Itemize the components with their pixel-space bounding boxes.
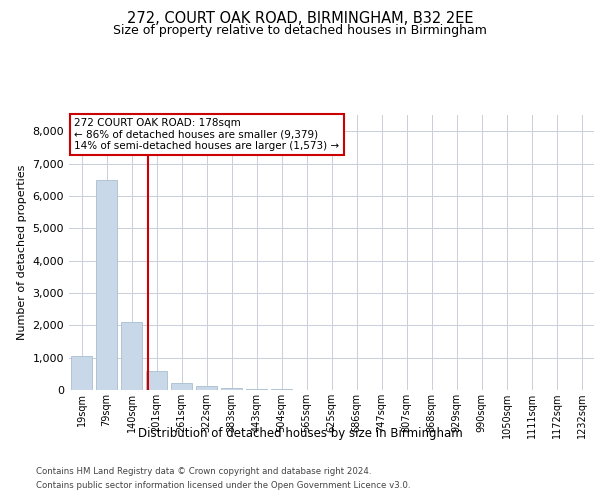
Text: Size of property relative to detached houses in Birmingham: Size of property relative to detached ho…	[113, 24, 487, 37]
Text: 272 COURT OAK ROAD: 178sqm
← 86% of detached houses are smaller (9,379)
14% of s: 272 COURT OAK ROAD: 178sqm ← 86% of deta…	[74, 118, 340, 151]
Text: 272, COURT OAK ROAD, BIRMINGHAM, B32 2EE: 272, COURT OAK ROAD, BIRMINGHAM, B32 2EE	[127, 11, 473, 26]
Bar	[121, 322, 142, 390]
Y-axis label: Number of detached properties: Number of detached properties	[17, 165, 27, 340]
Bar	[196, 386, 217, 390]
Bar	[96, 180, 117, 390]
Bar	[221, 388, 242, 390]
Bar	[71, 356, 92, 390]
Bar	[246, 389, 267, 390]
Text: Distribution of detached houses by size in Birmingham: Distribution of detached houses by size …	[137, 428, 463, 440]
Text: Contains HM Land Registry data © Crown copyright and database right 2024.: Contains HM Land Registry data © Crown c…	[36, 468, 371, 476]
Text: Contains public sector information licensed under the Open Government Licence v3: Contains public sector information licen…	[36, 481, 410, 490]
Bar	[146, 370, 167, 390]
Bar	[171, 382, 192, 390]
